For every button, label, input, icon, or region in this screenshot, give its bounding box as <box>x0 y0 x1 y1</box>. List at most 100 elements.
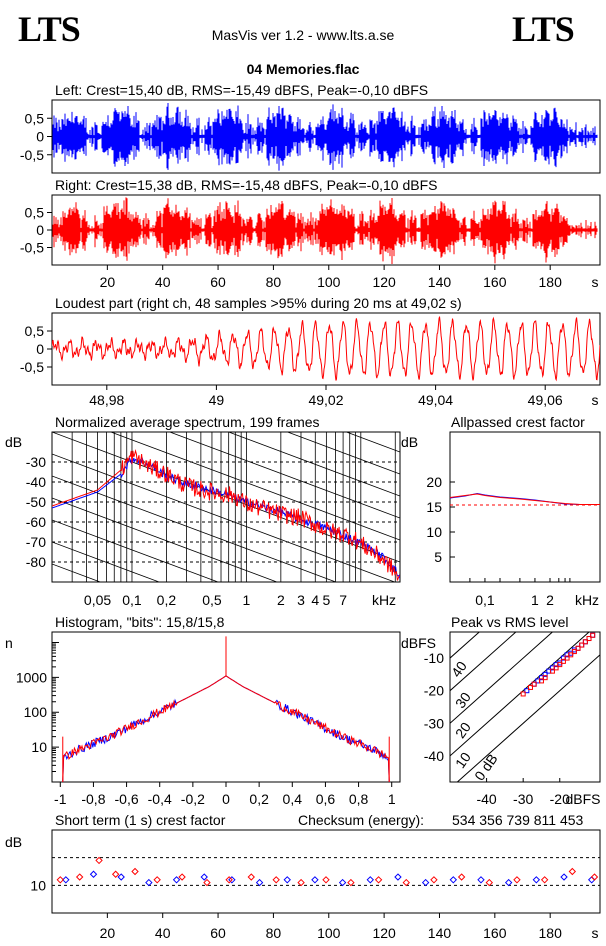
peak-rms-point-right <box>560 658 566 664</box>
loudest-part-xunit: s <box>592 392 599 408</box>
peak-rms-xtick-label: -20 <box>550 791 570 807</box>
spectrum-slope <box>52 541 161 582</box>
peak-rms-point-right <box>531 681 537 687</box>
short-crest-point-right <box>485 878 494 887</box>
peak-rms-point-right <box>557 662 563 668</box>
short-crest-point-right <box>347 878 355 887</box>
peak-rms-frame <box>449 631 601 783</box>
spectrum-xtick-label: 4 <box>311 592 319 608</box>
right-channel-xtick-label: 180 <box>539 274 563 290</box>
spectrum-frame <box>51 431 401 583</box>
short-crest-point-right <box>225 876 233 884</box>
histogram-xtick-label: -0,8 <box>81 791 105 807</box>
short-term-crest-title: Short term (1 s) crest factor <box>55 812 226 828</box>
right-channel-ytick-label: -0,5 <box>20 240 44 256</box>
short-crest-point-right <box>540 876 549 884</box>
peak-rms-diagonal <box>450 632 554 724</box>
short-crest-point-left <box>172 876 181 884</box>
histogram-xtick-label: -1 <box>54 791 67 807</box>
loudest-part-xtick-label: 49,04 <box>418 392 453 408</box>
short-crest-point-left <box>560 873 568 881</box>
peak-rms-point-right <box>568 652 574 658</box>
logo-left: LTS <box>18 9 81 49</box>
histogram-xtick-label: 0,2 <box>249 791 269 807</box>
short-crest-xtick-label: 140 <box>428 925 452 941</box>
short-crest-xtick-label: 160 <box>483 925 507 941</box>
spectrum-ytick-label: -70 <box>26 534 46 550</box>
loudest-part-series <box>52 315 600 382</box>
spectrum-xtick-label: 7 <box>339 592 347 608</box>
short-crest-point-right <box>247 873 255 881</box>
spectrum-slope <box>52 432 400 563</box>
peak-rms-point-right <box>520 691 526 697</box>
crest-factor-frame <box>449 431 601 583</box>
short-crest-point-right <box>568 867 577 876</box>
short-crest-point-left <box>366 876 374 884</box>
loudest-part-ytick-label: 0,5 <box>25 323 45 339</box>
spectrum-xtick-label: 1 <box>242 592 250 608</box>
right-channel-xtick-label: 80 <box>266 274 282 290</box>
right-waveform-title: Right: Crest=15,38 dB, RMS=-15,48 dBFS, … <box>55 177 438 193</box>
short-crest-point-left <box>200 873 208 881</box>
crest-factor-xtick-label: 2 <box>546 592 554 608</box>
loudest-part-title: Loudest part (right ch, 48 samples >95% … <box>55 295 462 311</box>
spectrum-ytick-label: -60 <box>26 514 46 530</box>
short-crest-xtick-label: 40 <box>155 925 171 941</box>
left-channel-ytick-label: 0,5 <box>25 110 45 126</box>
peak-rms-title: Peak vs RMS level <box>451 614 569 630</box>
peak-rms-diagonal <box>450 632 517 692</box>
left-channel-ytick-label: 0 <box>36 129 44 145</box>
short-crest-point-right <box>111 870 120 878</box>
histogram-series-left <box>62 675 390 783</box>
histogram-xtick-label: -0,4 <box>148 791 172 807</box>
short-crest-point-left <box>117 873 125 881</box>
short-crest-xtick-label: 60 <box>210 925 226 941</box>
peak-rms-point-right <box>590 632 596 638</box>
right-channel-xtick-label: 120 <box>372 274 396 290</box>
right-channel-xtick-label: 60 <box>210 274 226 290</box>
short-crest-point-right <box>131 867 139 876</box>
short-crest-point-right <box>322 876 330 884</box>
spectrum-xtick-label: 0,2 <box>157 592 177 608</box>
right-channel-xtick-label: 160 <box>483 274 507 290</box>
loudest-part-xtick-label: 49,06 <box>528 392 563 408</box>
right-channel-xtick-label: 140 <box>428 274 452 290</box>
crest-factor-xtick-label: 0,1 <box>475 592 495 608</box>
loudest-part-xtick-label: 49 <box>209 392 225 408</box>
short-crest-point-right <box>513 876 521 884</box>
spectrum-slope <box>168 432 400 519</box>
peak-rms-point-right <box>527 684 533 690</box>
short-crest-xtick-label: 180 <box>539 925 563 941</box>
spectrum-slope <box>52 453 396 582</box>
histogram-xtick-label: -0,2 <box>181 791 205 807</box>
crest-factor-ylabel: dB <box>401 434 418 450</box>
spectrum-ylabel: dB <box>5 434 22 450</box>
short-crest-point-left <box>504 878 513 887</box>
peak-rms-diagonal-label: 30 <box>452 689 474 711</box>
short-crest-point-left <box>255 878 264 887</box>
crest-factor-ytick-label: 5 <box>434 549 442 565</box>
short-crest-point-right <box>590 873 599 881</box>
short-crest-point-right <box>430 876 438 884</box>
short-crest-xtick-label: 20 <box>100 925 116 941</box>
short-crest-point-right <box>402 878 410 887</box>
short-crest-ytick-label: 10 <box>30 877 46 893</box>
short-crest-point-right <box>297 878 305 887</box>
histogram-ylabel: n <box>5 635 13 651</box>
spectrum-series-left <box>52 456 400 580</box>
short-crest-point-right <box>95 856 103 865</box>
crest-factor-ytick-label: 15 <box>426 499 442 515</box>
right-channel-xtick-label: 40 <box>155 274 171 290</box>
short-crest-xtick-label: 100 <box>317 925 341 941</box>
right-channel-waveform <box>52 197 598 264</box>
short-crest-point-left <box>532 876 541 884</box>
short-crest-point-left <box>228 876 236 884</box>
crest-factor-series-left <box>449 492 600 505</box>
spectrum-slope <box>52 519 220 582</box>
spectrum-xunit: kHz <box>372 592 396 608</box>
peak-rms-point-right <box>571 649 577 655</box>
short-crest-point-right <box>153 876 161 884</box>
peak-rms-point-right <box>586 636 592 642</box>
peak-rms-point-right <box>538 678 544 684</box>
